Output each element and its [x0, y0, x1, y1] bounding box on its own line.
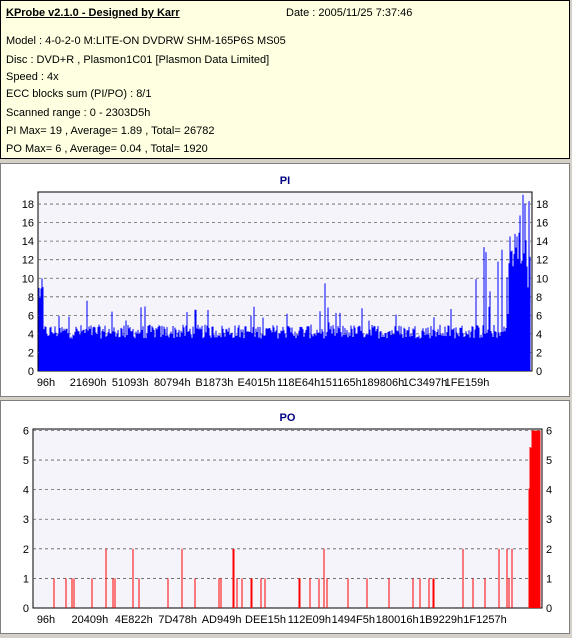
bar-series — [53, 430, 541, 608]
y-tick-label-right: 2 — [536, 347, 542, 359]
x-tick-label: 118E64h — [277, 377, 320, 389]
y-tick-label-left: 4 — [28, 329, 34, 341]
y-tick-label-right: 16 — [536, 218, 548, 230]
x-tick-label: 7D478h — [158, 614, 197, 626]
x-tick-label: 1494F5h — [332, 614, 375, 626]
y-tick-label-left: 14 — [22, 236, 34, 248]
y-tick-label-right: 1 — [546, 573, 552, 585]
x-tick-label: 20409h — [72, 614, 109, 626]
x-tick-label: 1C3497h — [403, 377, 448, 389]
po-summary: PO Max= 6 , Average= 0.04 , Total= 1920 — [6, 143, 208, 155]
pi-chart: PI 0 0 2 2 4 4 6 6 8 8 10 10 12 12 14 14 16 16 18 18 96h 21690… — [22, 175, 549, 389]
x-tick-label: 4E822h — [115, 614, 153, 626]
x-tick-label: 51093h — [112, 377, 149, 389]
po-chart-panel: PO 0 0 1 1 2 2 3 3 4 4 5 5 6 6 96h 20409h 4E822h 7D478h AD9… — [0, 400, 570, 634]
info-panel: KProbe v2.1.0 - Designed by Karr Date : … — [0, 0, 570, 159]
y-tick-label-left: 6 — [23, 425, 29, 437]
x-tick-label: AD949h — [202, 614, 242, 626]
y-tick-label-right: 4 — [536, 329, 542, 341]
x-tick-label: 1B9229h — [419, 614, 463, 626]
po-chart: PO 0 0 1 1 2 2 3 3 4 4 5 5 6 6 96h 20409h 4E822h 7D478h AD9… — [23, 412, 552, 626]
pi-summary: PI Max= 19 , Average= 1.89 , Total= 2678… — [6, 125, 215, 137]
y-tick-label-left: 12 — [22, 255, 34, 267]
y-tick-label-right: 18 — [536, 199, 548, 211]
x-tick-label: DEE15h — [245, 614, 286, 626]
y-tick-label-left: 0 — [28, 366, 34, 378]
x-tick-label: E4015h — [238, 377, 276, 389]
disc-info: Disc : DVD+R , Plasmon1C01 [Plasmon Data… — [6, 54, 270, 66]
plot-area — [32, 428, 543, 609]
y-tick-label-right: 0 — [536, 366, 542, 378]
x-tick-label: 1FE159h — [445, 377, 490, 389]
y-tick-label-right: 3 — [546, 514, 552, 526]
y-tick-label-right: 8 — [536, 292, 542, 304]
y-tick-label-left: 18 — [22, 199, 34, 211]
x-tick-label: 112E09h — [288, 614, 331, 626]
y-tick-label-right: 2 — [546, 544, 552, 556]
x-tick-label: 180016h — [376, 614, 419, 626]
y-tick-label-left: 1 — [23, 573, 29, 585]
ecc-blocks: ECC blocks sum (PI/PO) : 8/1 — [6, 88, 152, 100]
x-tick-label: 80794h — [154, 377, 191, 389]
scan-date: Date : 2005/11/25 7:37:46 — [286, 7, 413, 19]
x-tick-label: B1873h — [195, 377, 233, 389]
app-title: KProbe v2.1.0 - Designed by Karr — [6, 7, 180, 19]
y-tick-label-right: 12 — [536, 255, 548, 267]
x-tick-label: 21690h — [70, 377, 107, 389]
y-tick-label-right: 6 — [546, 425, 552, 437]
y-tick-label-right: 0 — [546, 603, 552, 615]
chart-title: PO — [280, 412, 296, 424]
x-tick-label: 96h — [37, 614, 55, 626]
y-tick-label-left: 5 — [23, 455, 29, 467]
x-tick-label: 189806h — [361, 377, 404, 389]
y-tick-label-right: 10 — [536, 273, 548, 285]
y-tick-label-right: 14 — [536, 236, 548, 248]
y-tick-label-left: 3 — [23, 514, 29, 526]
drive-model: Model : 4-0-2-0 M:LITE-ON DVDRW SHM-165P… — [6, 35, 286, 47]
y-tick-label-left: 10 — [22, 273, 34, 285]
y-tick-label-left: 8 — [28, 292, 34, 304]
x-tick-label: 96h — [37, 377, 55, 389]
y-tick-label-left: 4 — [23, 485, 29, 497]
y-tick-label-left: 2 — [28, 347, 34, 359]
y-tick-label-left: 2 — [23, 544, 29, 556]
x-tick-label: 1F1257h — [463, 614, 506, 626]
y-tick-label-left: 16 — [22, 218, 34, 230]
pi-chart-panel: PI 0 0 2 2 4 4 6 6 8 8 10 10 12 12 14 14 16 16 18 18 96h 21690… — [0, 163, 570, 397]
scan-speed: Speed : 4x — [6, 71, 59, 83]
scanned-range: Scanned range : 0 - 2303D5h — [6, 107, 151, 119]
y-tick-label-left: 0 — [23, 603, 29, 615]
chart-title: PI — [280, 175, 290, 187]
y-tick-label-right: 4 — [546, 485, 552, 497]
x-tick-label: 151165h — [320, 377, 362, 389]
y-tick-label-left: 6 — [28, 310, 34, 322]
y-tick-label-right: 5 — [546, 455, 552, 467]
bar-series — [38, 194, 531, 371]
y-tick-label-right: 6 — [536, 310, 542, 322]
